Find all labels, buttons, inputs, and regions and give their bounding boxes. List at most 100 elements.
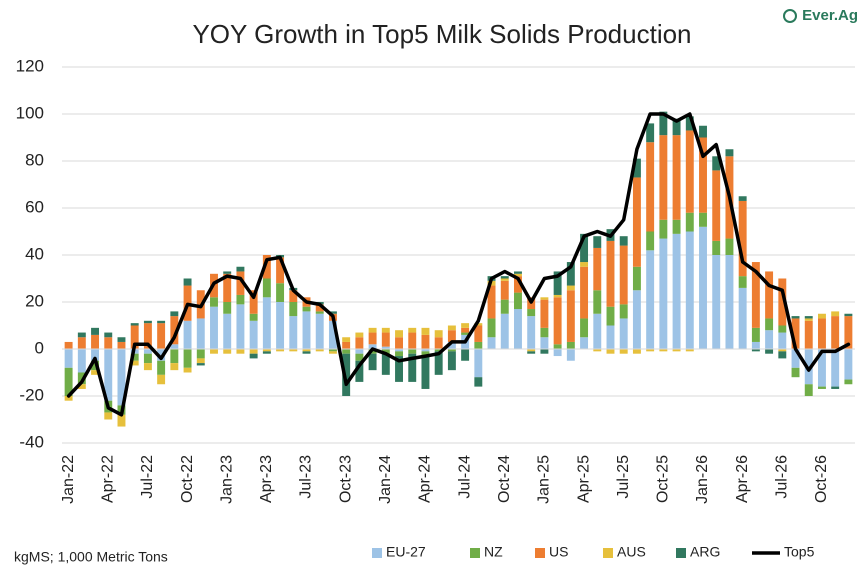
bar — [778, 278, 787, 326]
bar — [844, 379, 853, 385]
bar — [249, 290, 258, 314]
bar — [342, 349, 351, 354]
bar — [540, 349, 549, 354]
bar — [302, 349, 311, 352]
bar — [685, 116, 694, 131]
bar — [685, 349, 694, 352]
bar — [91, 370, 100, 375]
legend-swatch — [470, 548, 480, 558]
bar — [408, 332, 417, 349]
x-tick-label: Apr-22 — [99, 455, 116, 503]
bar — [117, 337, 126, 342]
bar — [712, 170, 721, 241]
bar — [527, 349, 536, 352]
bar — [738, 287, 747, 349]
bar — [315, 311, 324, 314]
bar — [368, 332, 377, 345]
y-tick-label: 0 — [35, 338, 44, 357]
bar — [421, 349, 430, 352]
bar — [315, 349, 324, 352]
legend-swatch — [603, 548, 613, 558]
bar — [566, 341, 575, 349]
bar — [831, 311, 840, 317]
x-tick-label: Oct-24 — [496, 455, 513, 503]
bar — [210, 349, 218, 354]
bar — [672, 219, 681, 234]
bar — [831, 316, 840, 349]
bar — [302, 311, 311, 349]
x-tick-label: Jul-22 — [139, 455, 156, 499]
x-tick-label: Oct-25 — [655, 455, 672, 503]
bar — [699, 125, 707, 138]
bar — [474, 325, 483, 342]
bar — [844, 316, 853, 349]
bar — [500, 280, 509, 300]
y-tick-label: -20 — [19, 385, 44, 404]
bar — [527, 316, 536, 349]
legend-label: AUS — [617, 544, 646, 560]
bar — [738, 196, 747, 201]
bar — [699, 137, 707, 213]
legend-swatch — [535, 548, 545, 558]
bar — [143, 320, 152, 324]
bar — [302, 306, 311, 312]
legend-swatch — [372, 548, 382, 558]
bar — [606, 349, 615, 354]
line — [66, 112, 851, 417]
bar — [659, 135, 668, 220]
bar — [223, 349, 232, 354]
bar — [632, 349, 641, 354]
bar — [381, 353, 390, 375]
bar — [262, 351, 271, 354]
bar — [236, 294, 245, 305]
bar — [64, 367, 73, 396]
bar — [249, 349, 258, 354]
bar — [91, 349, 100, 361]
unit-note: kgMS; 1,000 Metric Tons — [14, 549, 168, 565]
bar — [170, 363, 179, 371]
bar — [236, 304, 245, 349]
bar — [170, 344, 179, 349]
bar — [130, 325, 139, 349]
bar — [315, 304, 324, 312]
bar — [223, 271, 232, 274]
bar — [646, 123, 655, 143]
bar — [262, 349, 271, 352]
bar — [130, 323, 139, 326]
bar — [831, 349, 840, 387]
bar — [540, 337, 549, 349]
bar — [328, 311, 337, 314]
bar — [355, 360, 364, 382]
bar — [342, 341, 351, 349]
bar — [381, 332, 390, 347]
bar — [844, 349, 853, 380]
bar — [738, 200, 747, 277]
bar — [183, 278, 192, 286]
bar — [659, 111, 668, 136]
bar — [447, 330, 456, 342]
bar — [276, 283, 285, 302]
bar — [408, 327, 417, 333]
bar — [751, 262, 760, 328]
bar — [91, 327, 100, 335]
y-tick-label: 100 — [16, 103, 44, 122]
bar — [606, 306, 615, 326]
bar — [474, 323, 483, 326]
bar — [751, 341, 760, 349]
bar — [500, 278, 509, 281]
bar — [804, 320, 813, 349]
bar — [64, 396, 73, 401]
bar — [342, 353, 351, 396]
bar — [143, 349, 152, 354]
bar — [646, 231, 655, 251]
bar — [632, 158, 641, 178]
bar — [130, 353, 139, 361]
bar — [659, 238, 668, 349]
bar — [395, 337, 403, 349]
x-tick-label: Jul-23 — [298, 455, 315, 499]
bar — [157, 349, 166, 361]
bar — [64, 341, 73, 349]
bar — [170, 311, 179, 317]
bar — [566, 262, 575, 286]
bar — [738, 276, 747, 288]
